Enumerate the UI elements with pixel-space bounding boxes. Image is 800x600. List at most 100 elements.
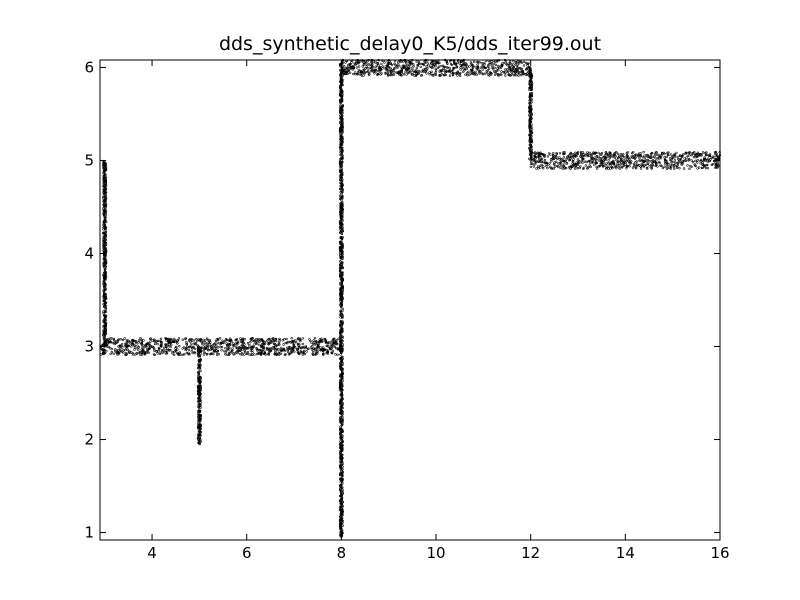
data-point xyxy=(524,68,528,71)
data-point xyxy=(700,166,703,170)
data-point xyxy=(278,350,281,353)
data-point xyxy=(338,194,342,198)
data-point xyxy=(104,163,107,166)
data-point xyxy=(119,338,123,341)
data-point xyxy=(199,419,202,422)
data-point xyxy=(103,174,106,177)
data-point xyxy=(665,155,668,159)
data-point xyxy=(203,351,207,355)
x-axis: 4 6 8 10 12 14 16 xyxy=(147,60,730,562)
data-point xyxy=(569,164,573,168)
data-point xyxy=(215,343,218,347)
data-point xyxy=(341,379,344,383)
data-point xyxy=(340,417,343,421)
data-point xyxy=(275,344,278,347)
data-point xyxy=(624,158,627,161)
data-point xyxy=(689,164,692,168)
data-point xyxy=(341,453,344,457)
data-point xyxy=(550,167,553,170)
data-point xyxy=(341,330,344,333)
data-point xyxy=(686,164,689,167)
data-point xyxy=(339,464,342,468)
data-point xyxy=(232,352,235,355)
data-point xyxy=(669,153,673,156)
data-point xyxy=(158,352,162,356)
data-point xyxy=(597,151,600,155)
data-point xyxy=(268,341,271,345)
data-point xyxy=(286,348,289,352)
data-point xyxy=(643,157,646,160)
data-point xyxy=(103,261,106,264)
data-point xyxy=(395,64,398,68)
data-point xyxy=(256,352,259,356)
data-point xyxy=(629,160,633,163)
data-point xyxy=(620,157,623,160)
data-point xyxy=(340,95,343,98)
data-point xyxy=(629,162,632,165)
data-point xyxy=(340,496,344,499)
data-point xyxy=(561,164,564,168)
data-point xyxy=(344,61,347,64)
data-point xyxy=(199,427,202,430)
data-point xyxy=(341,357,344,361)
data-point xyxy=(537,152,540,155)
data-point xyxy=(395,71,399,74)
data-point xyxy=(136,344,139,347)
data-point xyxy=(658,161,661,165)
data-point xyxy=(546,155,550,158)
data-point xyxy=(458,62,461,65)
data-point xyxy=(340,124,343,127)
data-point xyxy=(339,165,342,169)
data-point xyxy=(446,69,449,73)
data-point xyxy=(340,84,343,87)
data-point xyxy=(207,345,210,348)
data-point xyxy=(340,120,343,124)
data-point xyxy=(103,224,107,227)
data-point xyxy=(529,102,532,105)
data-point xyxy=(477,71,481,74)
data-point xyxy=(533,158,536,161)
data-point xyxy=(533,160,537,163)
data-point xyxy=(347,68,350,71)
data-point xyxy=(530,125,533,129)
data-point xyxy=(144,345,148,348)
data-point xyxy=(538,159,542,163)
data-point xyxy=(645,167,649,170)
data-point xyxy=(197,425,200,429)
data-point xyxy=(266,347,269,350)
data-point xyxy=(529,78,533,82)
data-point xyxy=(235,351,238,354)
data-point xyxy=(339,134,343,138)
data-point xyxy=(202,338,205,342)
data-point xyxy=(341,307,344,310)
data-point xyxy=(588,161,592,164)
data-point xyxy=(450,71,453,74)
data-point xyxy=(339,514,342,518)
data-point xyxy=(402,64,406,67)
data-point xyxy=(199,384,202,388)
data-point xyxy=(282,347,285,351)
data-point xyxy=(344,71,347,74)
data-point xyxy=(341,188,344,192)
data-point xyxy=(198,350,201,353)
data-point xyxy=(251,349,254,352)
data-point xyxy=(442,67,445,71)
data-point xyxy=(669,167,672,170)
data-point xyxy=(363,72,366,75)
data-point xyxy=(284,341,287,345)
data-point xyxy=(436,66,440,70)
data-point xyxy=(618,164,621,167)
data-point xyxy=(319,346,322,349)
data-point xyxy=(530,131,533,134)
data-point xyxy=(653,155,656,158)
data-point xyxy=(593,156,596,159)
data-point xyxy=(339,202,342,205)
data-point xyxy=(676,155,679,159)
data-point xyxy=(132,353,135,356)
data-point xyxy=(104,324,108,328)
data-point xyxy=(340,522,343,525)
data-point xyxy=(355,62,358,65)
data-point xyxy=(164,337,168,341)
data-point xyxy=(289,348,293,352)
data-point xyxy=(505,62,508,65)
